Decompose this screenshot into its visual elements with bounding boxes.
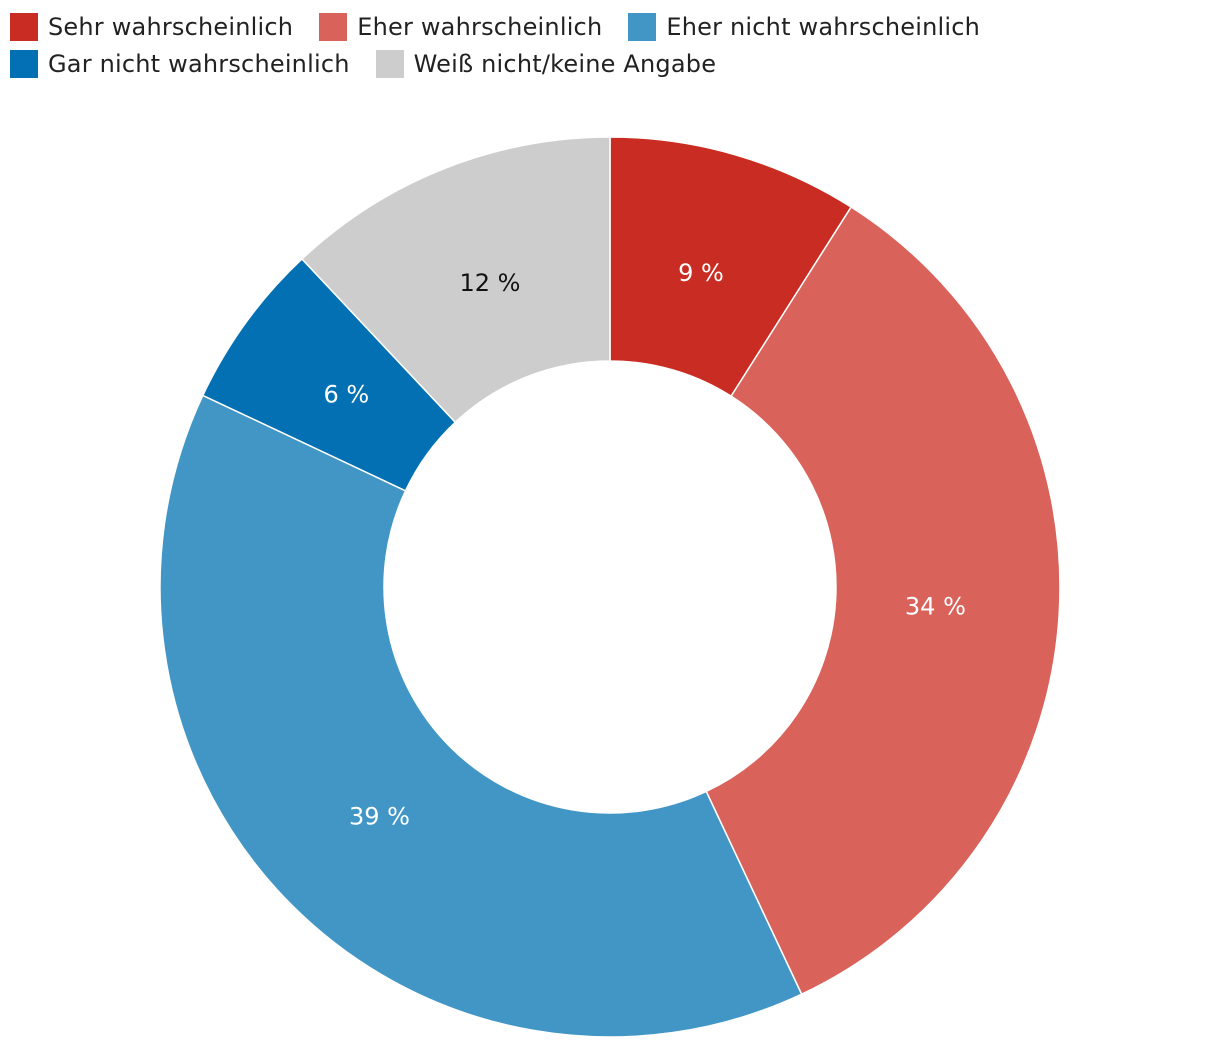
legend-label-gar-nicht-wahrscheinlich: Gar nicht wahrscheinlich [48, 49, 350, 78]
legend: Sehr wahrscheinlich Eher wahrscheinlich … [10, 8, 1210, 82]
legend-swatch-weiss-nicht [375, 49, 404, 78]
legend-item-sehr-wahrscheinlich: Sehr wahrscheinlich [10, 12, 294, 41]
legend-item-eher-wahrscheinlich: Eher wahrscheinlich [319, 12, 603, 41]
legend-label-weiss-nicht: Weiß nicht/keine Angabe [413, 49, 717, 78]
legend-item-gar-nicht-wahrscheinlich: Gar nicht wahrscheinlich [10, 49, 350, 78]
legend-swatch-sehr-wahrscheinlich [10, 12, 38, 41]
slice-label-sehr-wahrscheinlich: 9 % [678, 259, 724, 287]
slice-label-eher-nicht-wahrscheinlich: 39 % [349, 803, 410, 831]
legend-label-eher-nicht-wahrscheinlich: Eher nicht wahrscheinlich [666, 12, 981, 41]
legend-label-sehr-wahrscheinlich: Sehr wahrscheinlich [48, 12, 294, 41]
legend-swatch-gar-nicht-wahrscheinlich [10, 49, 38, 78]
legend-swatch-eher-nicht-wahrscheinlich [628, 12, 657, 41]
legend-label-eher-wahrscheinlich: Eher wahrscheinlich [357, 12, 603, 41]
slice-eher-nicht-wahrscheinlich [159, 394, 803, 1038]
legend-swatch-eher-wahrscheinlich [319, 12, 348, 41]
legend-row-2: Gar nicht wahrscheinlich Weiß nicht/kein… [10, 45, 1210, 82]
slice-label-weiss-nicht-keine-angabe: 12 % [460, 269, 521, 297]
legend-row-1: Sehr wahrscheinlich Eher wahrscheinlich … [10, 8, 1210, 45]
slice-eher-wahrscheinlich [705, 206, 1061, 996]
legend-item-eher-nicht-wahrscheinlich: Eher nicht wahrscheinlich [628, 12, 981, 41]
slice-weiss-nicht-keine-angabe [300, 136, 611, 424]
legend-item-weiss-nicht: Weiß nicht/keine Angabe [375, 49, 717, 78]
slice-label-eher-wahrscheinlich: 34 % [905, 593, 966, 621]
slice-label-gar-nicht-wahrscheinlich: 6 % [323, 380, 369, 408]
